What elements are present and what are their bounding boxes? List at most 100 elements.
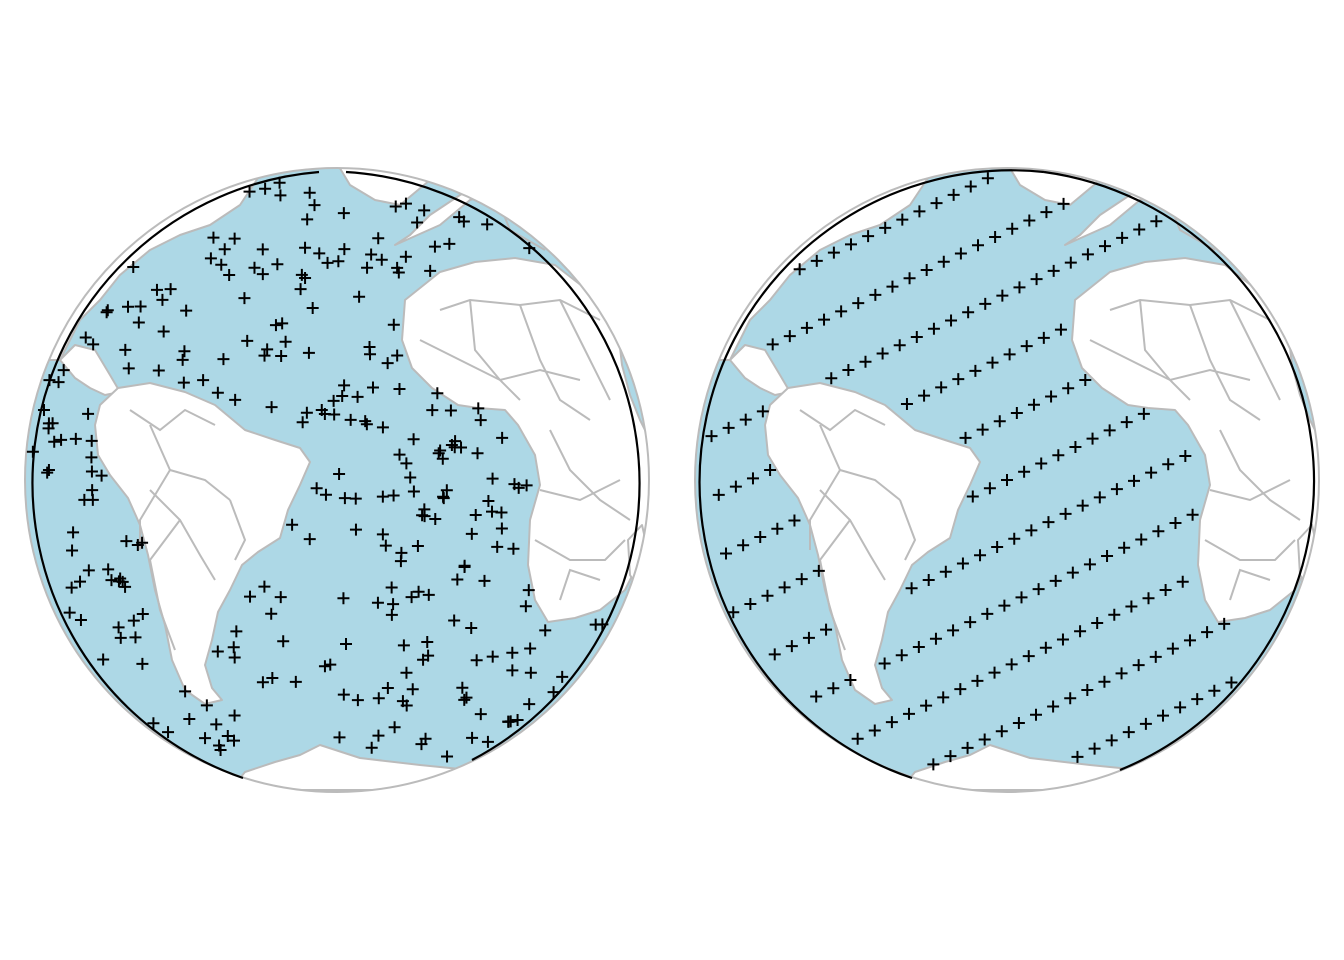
plus-marker-icon	[1012, 717, 1025, 730]
plus-marker-icon	[835, 305, 848, 318]
plus-marker-icon	[876, 347, 889, 360]
plus-marker-icon	[1225, 676, 1238, 689]
plus-marker-icon	[764, 464, 777, 477]
plus-marker-icon	[1159, 583, 1172, 596]
plus-marker-icon	[825, 372, 838, 385]
plus-marker-icon	[256, 268, 269, 281]
plus-marker-icon	[400, 457, 413, 470]
plus-marker-icon	[1186, 508, 1199, 521]
plus-marker-icon	[1208, 684, 1221, 697]
plus-marker-icon	[1003, 348, 1016, 361]
plus-marker-icon	[1018, 465, 1031, 478]
plus-marker-icon	[440, 484, 453, 497]
plus-marker-icon	[851, 732, 864, 745]
plus-marker-icon	[303, 186, 316, 199]
plus-marker-icon	[102, 563, 115, 576]
plus-marker-icon	[756, 405, 769, 418]
plus-marker-icon	[82, 407, 95, 420]
plus-marker-icon	[230, 625, 243, 638]
plus-marker-icon	[978, 733, 991, 746]
plus-marker-icon	[376, 490, 389, 503]
plus-marker-icon	[900, 397, 913, 410]
plus-marker-icon	[893, 339, 906, 352]
plus-marker-icon	[387, 318, 400, 331]
globe-outline	[698, 169, 1045, 780]
plus-marker-icon	[456, 681, 469, 694]
plus-marker-icon	[279, 335, 292, 348]
plus-marker-icon	[995, 725, 1008, 738]
plus-marker-icon	[522, 584, 535, 597]
plus-marker-icon	[387, 598, 400, 611]
plus-marker-icon	[210, 718, 223, 731]
plus-marker-icon	[387, 489, 400, 502]
plus-marker-icon	[827, 682, 840, 695]
plus-marker-icon	[971, 674, 984, 687]
plus-marker-icon	[1103, 424, 1116, 437]
plus-marker-icon	[869, 288, 882, 301]
plus-marker-icon	[474, 414, 487, 427]
plus-marker-icon	[271, 258, 284, 271]
plus-marker-icon	[1191, 693, 1204, 706]
plus-marker-icon	[42, 422, 55, 435]
plus-marker-icon	[349, 492, 362, 505]
plus-marker-icon	[337, 207, 350, 220]
plus-marker-icon	[1032, 583, 1045, 596]
plus-marker-icon	[332, 255, 345, 268]
plus-marker-icon	[412, 585, 425, 598]
plus-marker-icon	[1039, 641, 1052, 654]
plus-marker-icon	[300, 406, 313, 419]
plus-marker-icon	[275, 350, 288, 363]
plus-marker-icon	[812, 564, 825, 577]
plus-marker-icon	[351, 694, 364, 707]
plus-marker-icon	[1152, 525, 1165, 538]
plus-marker-icon	[274, 591, 287, 604]
plus-marker-icon	[465, 527, 478, 540]
plus-marker-icon	[952, 373, 965, 386]
plus-marker-icon	[199, 732, 212, 745]
plus-marker-icon	[895, 649, 908, 662]
plus-marker-icon	[1081, 683, 1094, 696]
plus-marker-icon	[256, 676, 269, 689]
plus-marker-icon	[495, 522, 508, 535]
plus-marker-icon	[424, 264, 437, 277]
plus-marker-icon	[265, 607, 278, 620]
plus-marker-icon	[1062, 382, 1075, 395]
plus-marker-icon	[101, 304, 114, 317]
plus-marker-icon	[399, 197, 412, 210]
plus-marker-icon	[215, 258, 228, 271]
plus-marker-icon	[524, 642, 537, 655]
plus-marker-icon	[1030, 273, 1043, 286]
plus-marker-icon	[956, 557, 969, 570]
plus-marker-icon	[97, 653, 110, 666]
plus-marker-icon	[1015, 591, 1028, 604]
plus-marker-icon	[458, 693, 471, 706]
plus-marker-icon	[930, 197, 943, 210]
plus-marker-icon	[295, 268, 308, 281]
plus-marker-icon	[229, 393, 242, 406]
plus-marker-icon	[445, 438, 458, 451]
plus-marker-icon	[466, 731, 479, 744]
plus-marker-icon	[37, 403, 50, 416]
plus-marker-icon	[1125, 600, 1138, 613]
plus-marker-icon	[327, 394, 340, 407]
plus-marker-icon	[727, 606, 740, 619]
plus-marker-icon	[1099, 240, 1112, 253]
plus-marker-icon	[256, 243, 269, 256]
plus-marker-icon	[506, 646, 519, 659]
plus-marker-icon	[939, 565, 952, 578]
plus-marker-icon	[1179, 450, 1192, 463]
plus-marker-icon	[903, 272, 916, 285]
plus-marker-icon	[95, 469, 108, 482]
plus-marker-icon	[66, 544, 79, 557]
plus-marker-icon	[376, 421, 389, 434]
plus-marker-icon	[496, 431, 509, 444]
plus-marker-icon	[1042, 516, 1055, 529]
plus-marker-icon	[1069, 440, 1082, 453]
plus-marker-icon	[294, 283, 307, 296]
plus-marker-icon	[519, 600, 532, 613]
plus-marker-icon	[57, 364, 70, 377]
plus-marker-icon	[122, 362, 135, 375]
plus-marker-icon	[1025, 524, 1038, 537]
plus-marker-icon	[389, 200, 402, 213]
globe-graticule-edge	[24, 167, 650, 793]
